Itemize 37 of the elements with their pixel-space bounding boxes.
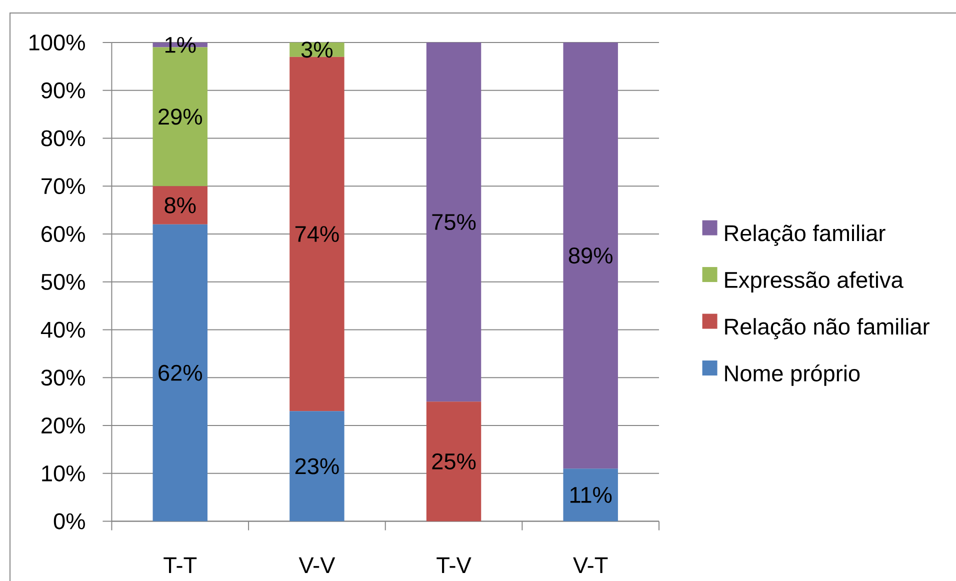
bar bbox=[152, 186, 208, 224]
bar bbox=[563, 468, 618, 522]
data-label: 25% bbox=[432, 453, 476, 470]
bar bbox=[563, 42, 618, 469]
data-label: 62% bbox=[158, 364, 202, 381]
x-tick-label: V-V bbox=[298, 557, 336, 573]
data-label: 75% bbox=[432, 214, 476, 230]
bar bbox=[290, 411, 344, 522]
bar bbox=[426, 42, 482, 402]
data-label: 89% bbox=[568, 248, 612, 264]
y-tick-label: 100% bbox=[30, 34, 85, 51]
y-tick-label: 20% bbox=[42, 418, 85, 434]
y-tick-label: 90% bbox=[41, 82, 85, 98]
legend-label: Expressão afetiva bbox=[725, 271, 904, 292]
y-tick-label: 50% bbox=[41, 274, 85, 290]
data-label: 29% bbox=[158, 108, 202, 125]
y-tick-label: 70% bbox=[42, 178, 85, 194]
bar bbox=[290, 56, 344, 412]
y-tick-label: 40% bbox=[40, 322, 85, 338]
data-label: 11% bbox=[570, 487, 612, 503]
data-label: 23% bbox=[295, 458, 339, 474]
y-tick-label: 80% bbox=[41, 130, 85, 146]
legend-label: Relação não familiar bbox=[725, 318, 930, 340]
data-label: 3% bbox=[301, 42, 333, 58]
x-tick-label: V-T bbox=[573, 557, 608, 573]
legend-label: Nome próprio bbox=[725, 364, 860, 386]
bar bbox=[426, 402, 482, 522]
legend-label: Relação familiar bbox=[725, 224, 886, 246]
bar bbox=[152, 224, 208, 522]
x-tick-label: T-T bbox=[164, 557, 197, 573]
x-tick-label: T-V bbox=[436, 557, 472, 573]
data-label: 74% bbox=[295, 226, 339, 242]
y-tick-label: 10% bbox=[42, 465, 85, 482]
data-label: 8% bbox=[164, 197, 196, 214]
y-tick-label: 60% bbox=[42, 226, 85, 242]
y-tick-label: 0% bbox=[54, 513, 85, 530]
y-tick-label: 30% bbox=[41, 370, 85, 386]
